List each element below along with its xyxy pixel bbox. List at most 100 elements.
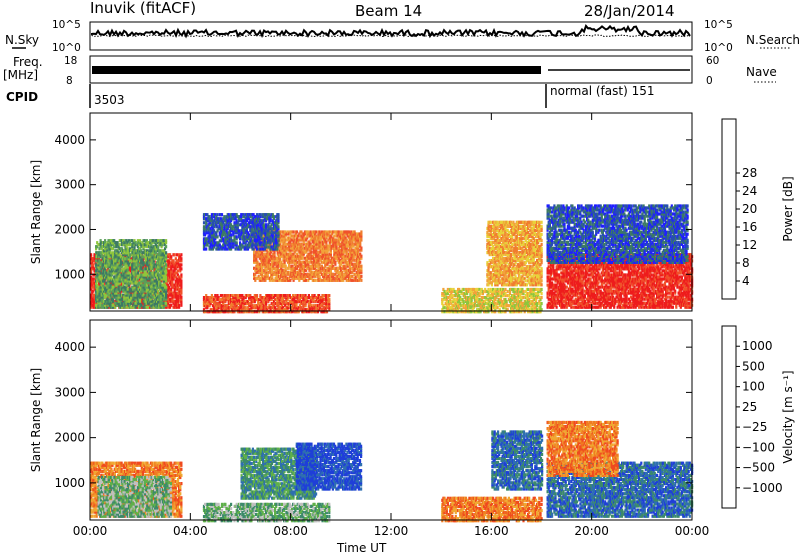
cell [105,255,108,259]
cell [173,287,176,291]
cell [322,294,325,298]
cell [108,303,111,307]
cell [220,306,224,310]
cell [240,310,243,314]
cell [134,271,137,275]
cell [159,255,162,259]
cell [131,279,134,283]
cell [145,303,148,307]
cell [107,271,110,275]
cell [174,267,177,271]
cell [268,304,271,308]
cell [279,236,282,240]
cell [253,310,256,314]
cell [116,273,119,277]
cell [107,259,110,263]
cell [166,279,169,283]
cell [267,250,270,254]
cell [211,296,215,300]
cell [254,254,257,258]
cell [235,302,238,306]
cell [226,304,229,308]
cell [154,243,157,247]
cell [117,285,120,289]
cell [146,265,149,269]
cell [153,241,156,245]
cell [119,247,122,251]
cell [97,265,100,269]
cell [179,293,182,297]
cell [126,273,129,277]
cell [148,299,151,303]
cell [100,267,103,271]
cell [166,255,169,259]
cell [153,247,156,251]
cell [116,263,119,267]
cell [90,275,93,279]
cell [253,300,256,304]
cell [145,289,148,293]
cell [126,261,129,265]
cell [260,274,264,278]
cell [126,279,129,283]
cell [165,277,168,281]
cell [328,306,331,310]
cell [148,275,151,279]
cell [150,267,153,271]
cell [180,299,183,303]
cell [289,236,292,240]
cell [123,261,126,265]
cell [115,289,118,293]
cell [205,300,208,304]
cell [107,269,110,273]
cell [286,270,290,274]
cell [162,295,165,299]
nave-label: Nave [746,65,777,79]
cell [148,259,151,263]
cell [96,297,99,301]
cell [104,239,107,243]
cell [149,243,152,247]
cell [123,295,126,299]
cell [312,304,315,308]
cell [206,306,209,310]
cell [283,256,286,260]
nave-tick-bottom: 0 [706,75,713,87]
cell [96,289,99,293]
cell [140,303,143,307]
cell [111,301,114,305]
cell [142,245,145,249]
cell [132,267,135,271]
cell [105,243,108,247]
cell [127,259,130,263]
cell [288,264,291,268]
cell [268,296,271,300]
cell [153,245,156,249]
cell [287,296,290,300]
cell [99,251,102,255]
cell [268,266,271,270]
cell [180,285,183,289]
cell [144,249,147,253]
cell [154,285,157,289]
cell [131,253,134,257]
cell [285,256,288,260]
cell [272,252,275,256]
cell [99,281,102,285]
cell [127,293,130,297]
cell [117,291,120,295]
cell [131,273,134,277]
cell [228,296,231,300]
cell [91,289,94,293]
cell [149,271,152,275]
cell [280,244,283,248]
cell [257,308,260,312]
cell [113,265,116,269]
cell [158,253,161,257]
cell [294,294,297,298]
cell [104,303,107,307]
cell [295,296,298,300]
cell [173,265,176,269]
cell [217,304,220,308]
cell [101,301,104,305]
